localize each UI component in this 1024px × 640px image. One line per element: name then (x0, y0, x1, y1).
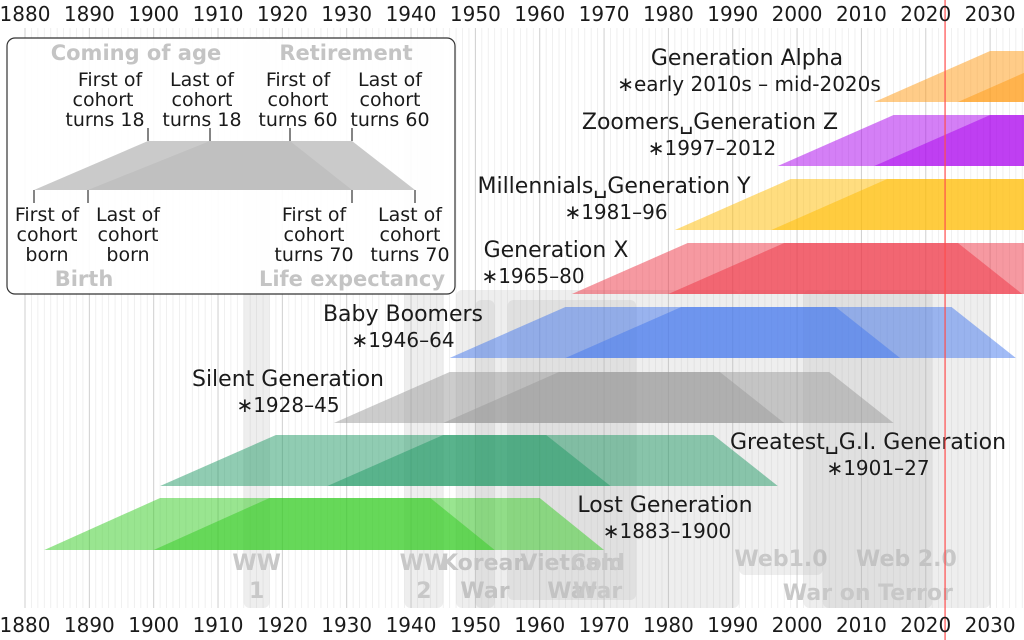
decade-label: 2020 (900, 2, 951, 26)
decade-label: 1940 (386, 2, 437, 26)
vietnam-war-label: Vietnam War (520, 551, 623, 604)
web2-span (822, 290, 991, 608)
generation-zoomers: Zoomers␣Generation Z∗1997–2012 (582, 110, 1024, 166)
generation-years: ∗early 2010s – mid-2020s (617, 72, 881, 96)
generation-band (668, 243, 1024, 294)
decade-label: 1890 (64, 613, 115, 637)
decade-label: 1980 (643, 2, 694, 26)
decade-label: 2000 (772, 613, 823, 637)
generation-name: Silent Generation (192, 367, 384, 392)
generation-band (874, 115, 1024, 166)
decade-label: 1930 (321, 2, 372, 26)
generation-greatest: Greatest␣G.I. Generation∗1901–27 (160, 430, 1006, 486)
decade-label: 1920 (257, 2, 308, 26)
generation-boomers: Baby Boomers∗1946–64 (323, 302, 1016, 358)
generation-years: ∗1883–1900 (603, 519, 732, 543)
decade-label: 2030 (965, 613, 1016, 637)
ww2-label: WW 2 (400, 551, 449, 604)
generation-years: ∗1928–45 (236, 393, 339, 417)
generation-years: ∗1901–27 (826, 456, 929, 480)
web2-label: Web 2.0 (856, 547, 957, 572)
generation-name: Baby Boomers (323, 302, 483, 327)
decade-label: 1910 (193, 2, 244, 26)
generation-name: Millennials␣Generation Y (477, 174, 751, 199)
legend-last-18: Last of cohort turns 18 (162, 69, 241, 131)
decade-label: 1900 (128, 2, 179, 26)
decade-label: 2020 (900, 613, 951, 637)
decade-label: 1880 (0, 613, 50, 637)
war-on-terror-label: War on Terror (783, 581, 953, 606)
generation-years: ∗1946–64 (351, 328, 454, 352)
decade-label: 1890 (64, 2, 115, 26)
legend-first-born: First of cohort born (15, 204, 81, 266)
generation-band (565, 307, 1016, 358)
generation-band (443, 372, 894, 423)
decade-label: 1980 (643, 613, 694, 637)
legend-first-70: First of cohort turns 70 (274, 204, 353, 266)
decade-label: 1930 (321, 613, 372, 637)
decade-label: 2000 (772, 2, 823, 26)
legend-retirement: Retirement (279, 41, 412, 65)
generation-lost: Lost Generation∗1883–1900 (44, 493, 753, 550)
legend-birth: Birth (55, 267, 114, 291)
decade-label: 1960 (514, 613, 565, 637)
legend-band-last (88, 141, 415, 190)
generation-name: Greatest␣G.I. Generation (730, 430, 1006, 455)
generation-gen-x: Generation X∗1965–80 (481, 238, 1024, 294)
generation-name: Generation Alpha (651, 46, 843, 71)
decade-axis-bottom: 1880 1890 1900 1910 1920 1930 1940 1950 1960 1970… (0, 613, 1016, 637)
generation-silent: Silent Generation∗1928–45 (192, 367, 894, 423)
legend-last-born: Last of cohort born (96, 204, 161, 266)
decade-label: 1950 (450, 613, 501, 637)
web1-span (739, 290, 823, 575)
korean-war-label: Korean War (441, 551, 529, 604)
generation-band (874, 51, 1024, 102)
decade-label: 1970 (579, 2, 630, 26)
legend-coming-of-age: Coming of age (51, 41, 222, 65)
decade-label: 2030 (965, 2, 1016, 26)
decade-label: 1990 (707, 613, 758, 637)
decade-label: 1960 (514, 2, 565, 26)
generation-name: Generation X (484, 238, 629, 263)
legend-life-expectancy: Life expectancy (259, 267, 445, 291)
legend-last-60: Last of cohort turns 60 (350, 69, 429, 131)
decade-label: 1940 (386, 613, 437, 637)
decade-label: 2010 (836, 613, 887, 637)
decade-label: 1910 (193, 613, 244, 637)
decade-label: 1950 (450, 2, 501, 26)
generation-band (327, 435, 778, 486)
decade-label: 1900 (128, 613, 179, 637)
decade-label: 1920 (257, 613, 308, 637)
decade-label: 1970 (579, 613, 630, 637)
generation-band (957, 72, 1024, 102)
legend-first-60: First of cohort turns 60 (258, 69, 337, 131)
generation-bands: Lost Generation∗1883–1900 Greatest␣G.I. G… (44, 46, 1024, 550)
war-on-terror-span (803, 290, 933, 608)
generation-name: Lost Generation (577, 493, 752, 518)
web1-label: Web1.0 (734, 547, 827, 572)
legend-first-18: First of cohort turns 18 (65, 69, 144, 131)
legend: Coming of age Retirement Birth Life expe… (6, 37, 456, 295)
generation-years: ∗1981–96 (564, 200, 667, 224)
legend-last-70: Last of cohort turns 70 (370, 204, 449, 266)
generation-alpha: Generation Alpha∗early 2010s – mid-2020s (617, 46, 1024, 102)
generation-band (153, 498, 605, 550)
generation-years: ∗1997–2012 (648, 136, 777, 160)
ww1-label: WW 1 (232, 551, 281, 604)
decade-label: 1880 (0, 2, 50, 26)
decade-label: 2010 (836, 2, 887, 26)
generation-millennials: Millennials␣Generation Y∗1981–96 (477, 174, 1024, 230)
generation-name: Zoomers␣Generation Z (582, 110, 838, 135)
cold-war-label: Cold War (570, 551, 625, 604)
generation-band (771, 179, 1024, 230)
generation-years: ∗1965–80 (481, 264, 584, 288)
decade-axis-top: 1880 1890 1900 1910 1920 1930 1940 1950 1960 1970… (0, 2, 1016, 26)
decade-label: 1990 (707, 2, 758, 26)
